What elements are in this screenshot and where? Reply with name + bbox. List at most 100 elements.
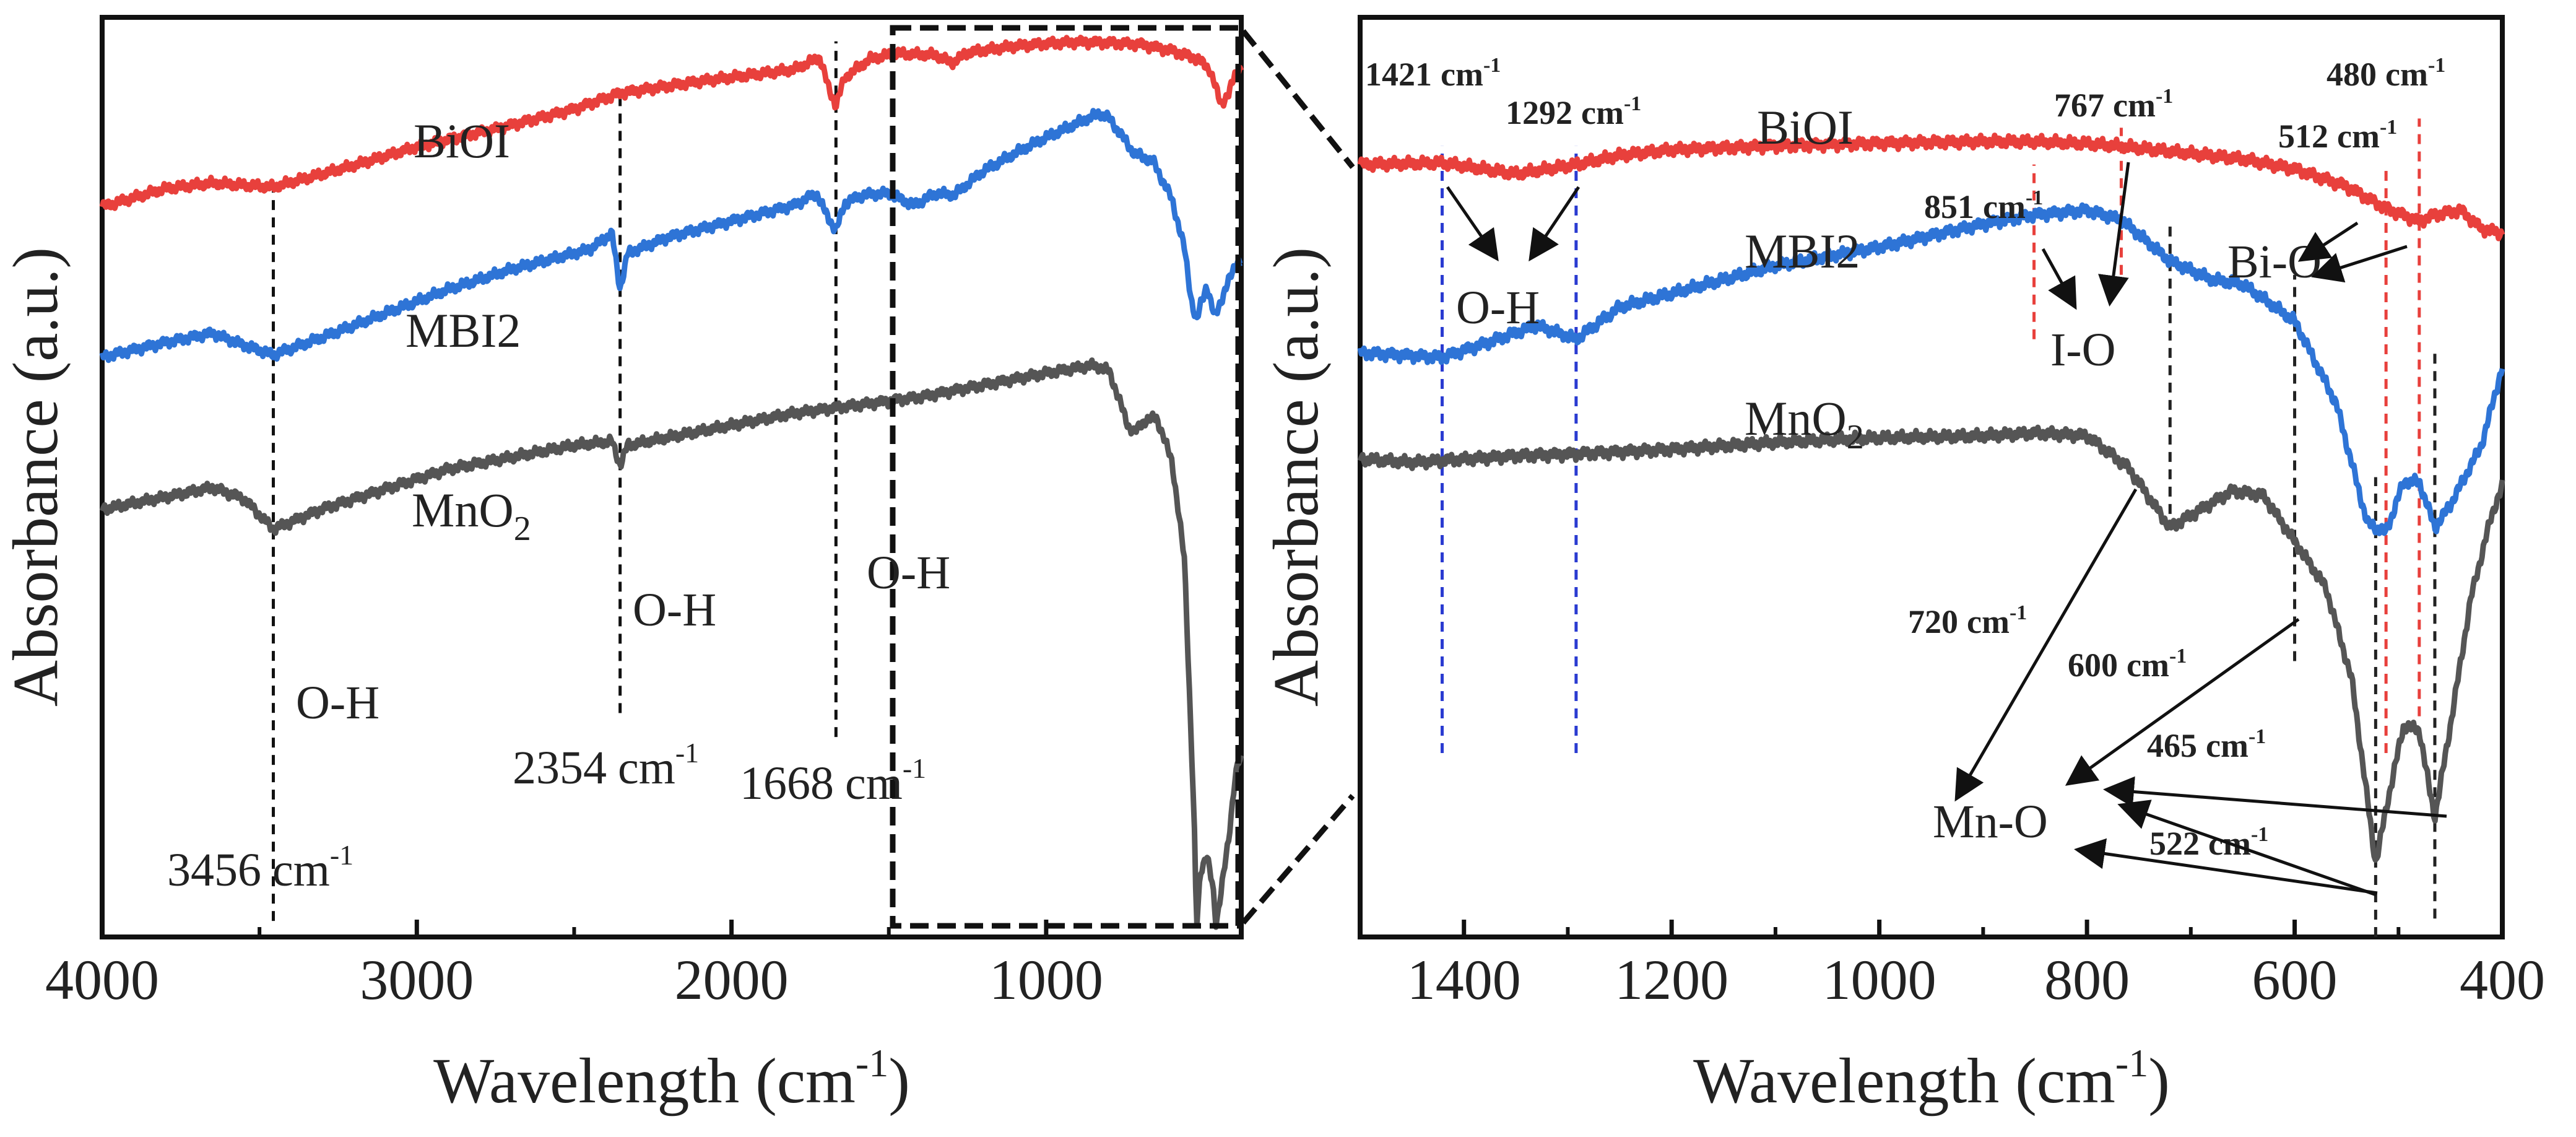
right-label-mno2: MnO2 <box>1745 391 1864 456</box>
right-peak-1421-sup: -1 <box>1483 54 1501 77</box>
right-peak-1292: 1292 cm-1 <box>1506 92 1641 131</box>
right-x-tick-label: 1000 <box>1823 948 1936 1011</box>
left-x-tick-label: 4000 <box>45 948 159 1011</box>
right-x-axis-title: Wavelength (cm-1) <box>1693 1041 2170 1117</box>
right-x-tick-label: 1400 <box>1407 948 1521 1011</box>
right-peak-1292-unit: cm <box>1581 94 1624 131</box>
left-oh-3456: O-H <box>296 677 379 729</box>
left-plot-frame <box>100 15 1244 939</box>
right-mno-label: Mn-O <box>1933 796 2048 848</box>
arrow-851-io <box>2041 248 2077 310</box>
right-peak-720-unit: cm <box>1967 603 2010 640</box>
arrow-480-bio <box>2311 245 2408 283</box>
right-peak-720-sup: -1 <box>2010 601 2027 624</box>
left-oh-1668: O-H <box>867 547 950 599</box>
right-series-group <box>1357 133 2505 863</box>
right-peak-600-num: 600 <box>2068 647 2118 684</box>
right-peak-480-num: 480 <box>2327 56 2377 93</box>
left-x-title-main: Wavelength (cm <box>433 1045 856 1117</box>
left-oh-2354: O-H <box>633 584 716 636</box>
right-peak-512-num: 512 <box>2278 118 2328 155</box>
right-mno2-sub: 2 <box>1847 418 1864 456</box>
right-x-tick-label: 800 <box>2044 948 2130 1011</box>
right-x-title-main: Wavelength (cm <box>1693 1045 2115 1117</box>
left-peak-2354-unit: cm <box>618 742 675 794</box>
right-peak-767-sup: -1 <box>2156 85 2173 108</box>
right-series-mno2 <box>1357 424 2505 863</box>
left-y-axis-title: Absorbance (a.u.) <box>0 247 71 707</box>
right-label-mbi2: MBI2 <box>1745 224 1860 278</box>
zoom-connector-top <box>1241 29 1355 169</box>
right-peak-480-sup: -1 <box>2428 54 2445 77</box>
left-label-mno2: MnO2 <box>412 483 531 548</box>
left-panel: 4000 3000 2000 1000 BiOI MBI2 MnO2 O-H O-H … <box>0 15 1244 1117</box>
right-mno2-main: MnO <box>1745 391 1847 445</box>
left-peak-3456-num: 3456 <box>167 844 261 896</box>
right-oh-label: O-H <box>1456 282 1540 334</box>
right-peak-1421-unit: cm <box>1441 56 1483 93</box>
right-series-bioi <box>1357 133 2505 242</box>
right-peak-512-sup: -1 <box>2380 116 2397 139</box>
right-peak-851: 851 cm-1 <box>1924 186 2043 225</box>
right-x-axis: 1400 1200 1000 800 600 400 <box>1407 920 2545 1011</box>
arrow-522-mno-a <box>2074 838 2378 895</box>
left-x-tick-label: 3000 <box>360 948 474 1011</box>
right-peak-480: 480 cm-1 <box>2327 54 2445 93</box>
right-plot-frame <box>1358 15 2505 939</box>
arrow-1292-oh <box>1529 186 1581 262</box>
left-peak-lines <box>272 41 838 921</box>
zoom-box <box>890 25 1241 929</box>
arrow-465-mno <box>2103 776 2447 818</box>
left-series-bioi <box>99 35 1244 211</box>
left-label-bioi: BiOI <box>414 114 510 168</box>
left-x-tick-label: 2000 <box>675 948 789 1011</box>
arrow-1421-oh <box>1446 186 1499 262</box>
right-x-tick-label: 600 <box>2252 948 2338 1011</box>
right-peak-1421: 1421 cm-1 <box>1365 54 1501 93</box>
right-panel: 1400 1200 1000 800 600 400 BiOI MBI2 MnO2 O-H… <box>1260 15 2545 1117</box>
left-peak-2354-sup: -1 <box>675 737 699 769</box>
left-label-mbi2: MBI2 <box>405 303 521 357</box>
right-x-title-close: ) <box>2148 1045 2170 1117</box>
right-peak-767: 767 cm-1 <box>2054 85 2173 124</box>
left-peak-1668-unit: cm <box>845 757 903 809</box>
left-x-title-close: ) <box>888 1045 910 1117</box>
right-y-axis-title: Absorbance (a.u.) <box>1260 247 1332 707</box>
left-peak-3456-sup: -1 <box>330 839 353 871</box>
left-peak-1668: 1668 cm-1 <box>740 752 926 809</box>
left-x-axis: 4000 3000 2000 1000 <box>45 920 1103 1011</box>
right-peak-767-num: 767 <box>2054 87 2104 124</box>
right-peak-512: 512 cm-1 <box>2278 116 2397 155</box>
left-peak-3456: 3456 cm-1 <box>167 839 353 896</box>
zoom-connector-bottom <box>1241 794 1355 925</box>
left-peak-1668-sup: -1 <box>903 752 926 784</box>
right-peak-851-num: 851 <box>1924 188 1974 225</box>
left-x-axis-title: Wavelength (cm-1) <box>433 1041 910 1117</box>
left-peak-1668-num: 1668 <box>740 757 834 809</box>
right-label-bioi: BiOI <box>1757 100 1854 154</box>
right-peak-720: 720 cm-1 <box>1908 601 2027 640</box>
arrow-522-mno-b <box>2117 799 2377 897</box>
right-peak-522-sup: -1 <box>2251 823 2268 846</box>
arrow-600-mno <box>2065 617 2300 786</box>
right-peak-480-unit: cm <box>2385 56 2428 93</box>
left-peak-2354: 2354 cm-1 <box>513 737 699 794</box>
right-peak-851-unit: cm <box>1983 188 2026 225</box>
right-peak-465-sup: -1 <box>2249 725 2266 748</box>
arrow-512-bio <box>2297 221 2359 262</box>
right-peak-465-unit: cm <box>2206 727 2249 764</box>
arrow-720-mno <box>1954 488 2138 802</box>
right-peak-600-sup: -1 <box>2169 645 2187 668</box>
left-peak-3456-unit: cm <box>272 844 330 896</box>
right-bio-label: Bi-O <box>2227 236 2322 288</box>
right-peak-465: 465 cm-1 <box>2147 725 2266 764</box>
right-peak-1292-sup: -1 <box>1624 92 1641 115</box>
right-peak-522: 522cm-1 <box>2149 823 2268 862</box>
left-series-mno2 <box>99 357 1244 930</box>
left-series-group <box>99 35 1244 930</box>
right-peak-1292-num: 1292 <box>1506 94 1572 131</box>
right-peak-767-unit: cm <box>2113 87 2156 124</box>
left-x-tick-label: 1000 <box>989 948 1103 1011</box>
right-x-tick-label: 400 <box>2460 948 2545 1011</box>
